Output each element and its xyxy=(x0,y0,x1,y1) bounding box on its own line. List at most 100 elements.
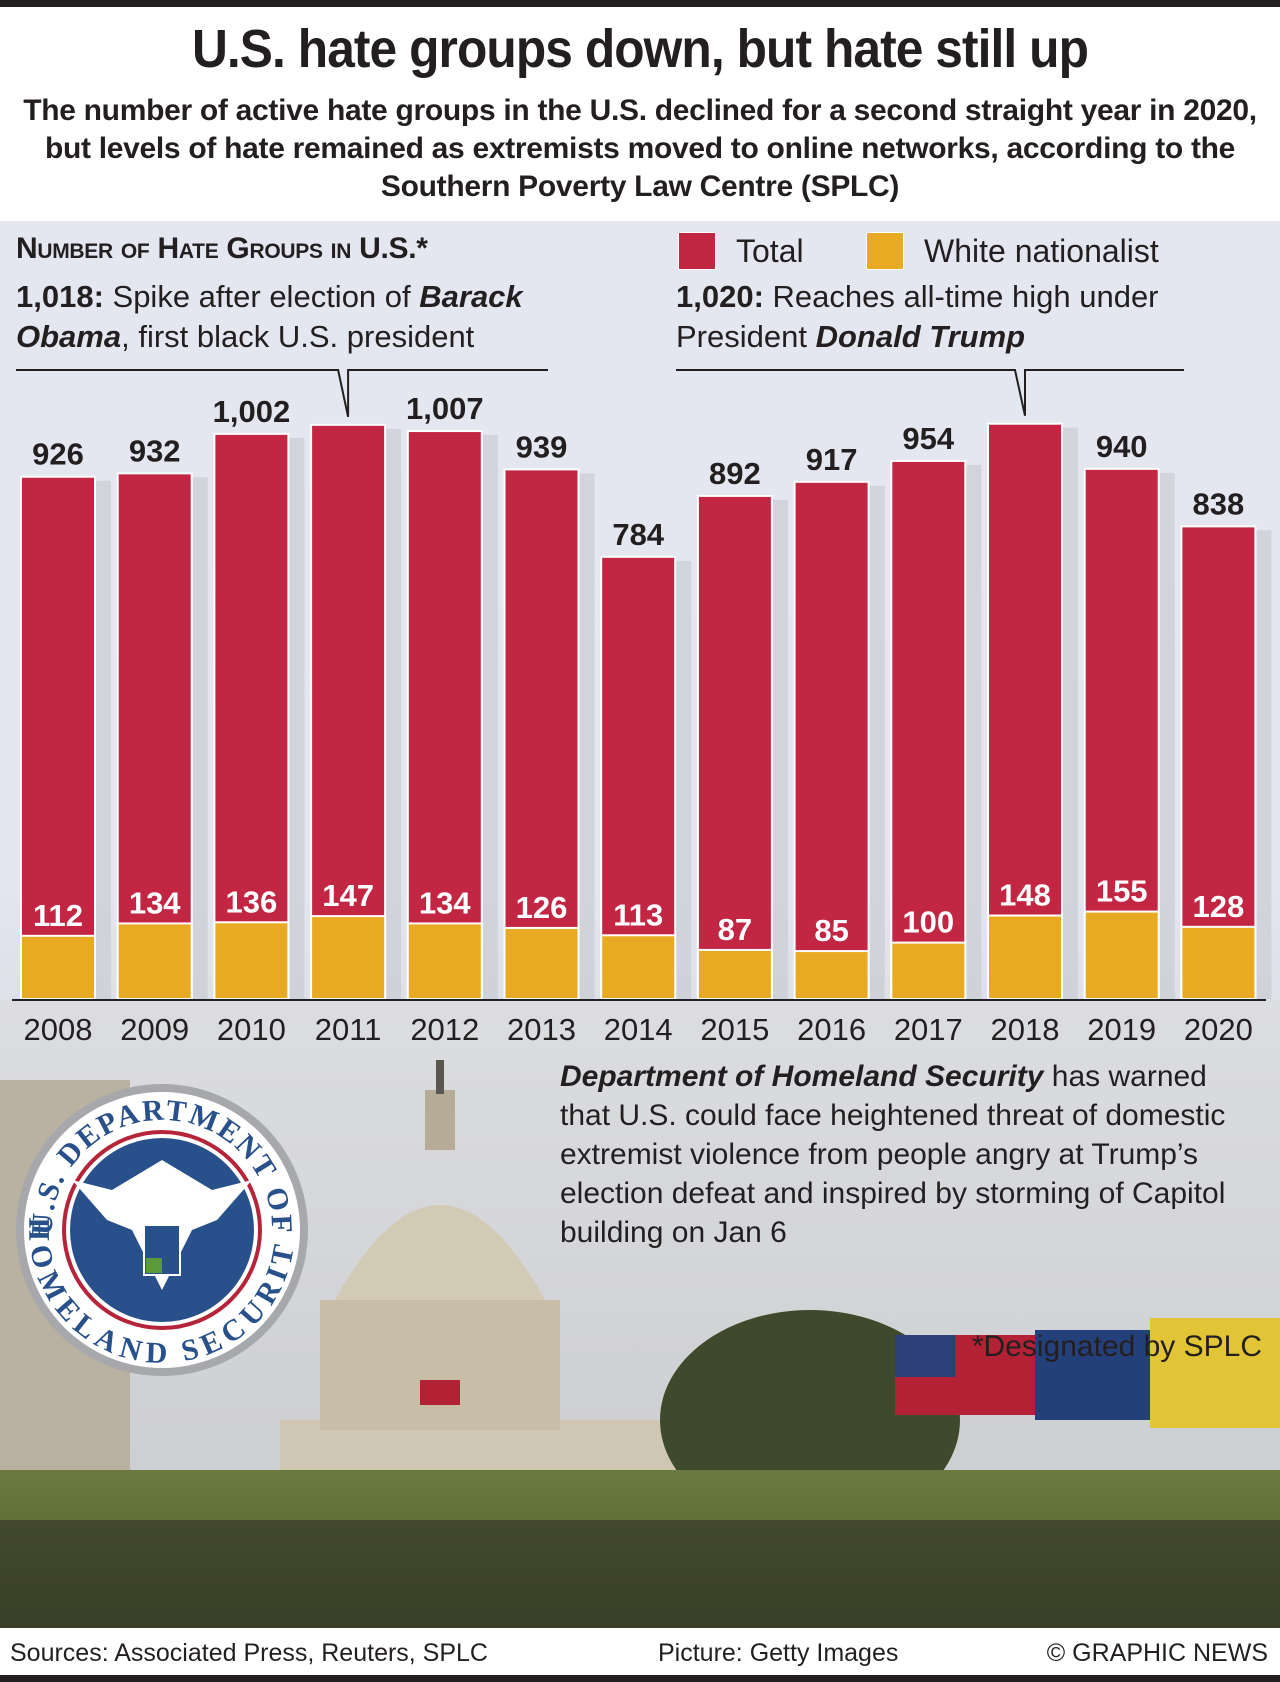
label-white-nationalist-2015: 87 xyxy=(718,912,752,947)
bottom-rule xyxy=(0,1675,1280,1682)
bar-white-nationalist-2018 xyxy=(987,914,1063,1001)
x-tick-label-2008: 2008 xyxy=(24,1012,93,1047)
x-tick-label-2019: 2019 xyxy=(1087,1012,1156,1047)
annotation-callout-2018 xyxy=(676,369,1184,416)
bar-white-nationalist-2013 xyxy=(503,926,580,1000)
legend-label-white-nationalist: White nationalist xyxy=(924,232,1159,269)
label-white-nationalist-2008: 112 xyxy=(33,898,83,933)
bar-shadow xyxy=(481,435,498,999)
dhs-warning-text: Department of Homeland Security has warn… xyxy=(560,1060,1226,1249)
us-flag-small xyxy=(420,1380,460,1405)
x-tick-label-2018: 2018 xyxy=(991,1012,1060,1047)
bar-total-2010 xyxy=(213,432,290,1000)
label-white-nationalist-2017: 100 xyxy=(902,905,954,940)
label-white-nationalist-2010: 136 xyxy=(226,884,278,919)
bar-shadow xyxy=(965,464,982,1000)
bar-shadow xyxy=(1255,530,1272,999)
label-white-nationalist-2020: 128 xyxy=(1193,889,1245,924)
bar-total-2013 xyxy=(503,468,580,1000)
label-white-nationalist-2019: 155 xyxy=(1096,874,1148,909)
bar-total-2012 xyxy=(406,430,483,1000)
bar-white-nationalist-2020 xyxy=(1180,925,1257,1000)
label-total-2010: 1,002 xyxy=(213,394,291,429)
bar-shadow xyxy=(191,477,208,999)
label-white-nationalist-2018: 148 xyxy=(999,878,1051,913)
bar-total-2015 xyxy=(696,494,773,1000)
footer: Sources: Associated Press, Reuters, SPLC… xyxy=(0,1628,1280,1675)
label-total-2015: 892 xyxy=(709,456,761,491)
legend-item-white-nationalist: White nationalist xyxy=(866,232,1159,270)
bar-total-2020 xyxy=(1180,525,1257,1000)
bar-total-2011 xyxy=(310,423,387,1000)
label-total-2012: 1,007 xyxy=(406,391,484,426)
legend-swatch-total xyxy=(678,232,716,270)
x-tick-label-2016: 2016 xyxy=(797,1012,866,1047)
x-tick-label-2012: 2012 xyxy=(410,1012,479,1047)
bar-shadow xyxy=(1062,427,1078,1000)
bar-total-2017 xyxy=(890,459,967,1001)
label-white-nationalist-2013: 126 xyxy=(516,890,568,925)
bar-white-nationalist-2011 xyxy=(310,915,387,1000)
bar-white-nationalist-2010 xyxy=(213,921,290,1001)
annotation-callout-2011 xyxy=(16,369,548,418)
label-white-nationalist-2009: 134 xyxy=(129,885,181,920)
subtitle: The number of active hate groups in the … xyxy=(23,94,1257,203)
bar-white-nationalist-2015 xyxy=(696,948,773,1001)
annotation-2018: 1,020: Reaches all-time high under Presi… xyxy=(676,279,1159,354)
annotation-2018-value: 1,020: xyxy=(676,279,764,314)
bar-white-nationalist-2012 xyxy=(406,922,483,1001)
bar-white-nationalist-2016 xyxy=(793,950,870,1000)
bar-shadow xyxy=(288,437,305,999)
label-total-2019: 940 xyxy=(1096,429,1148,464)
legend-label-total: Total xyxy=(736,232,804,269)
dhs-seal: U.S. DEPARTMENT OF HOMELAND SECURITY xyxy=(12,1080,308,1376)
top-rule xyxy=(0,0,1280,7)
label-white-nationalist-2011: 147 xyxy=(322,878,374,913)
statue xyxy=(436,1060,444,1094)
legend-swatch-white-nationalist xyxy=(866,232,904,270)
bar-white-nationalist-2008 xyxy=(20,934,96,1000)
bar-total-2009 xyxy=(116,472,193,1000)
bar-shadow xyxy=(1158,472,1175,1000)
label-total-2009: 932 xyxy=(129,433,181,468)
capitol-lantern xyxy=(425,1090,455,1150)
bar-shadow xyxy=(868,485,885,999)
bar-shadow xyxy=(578,473,595,999)
dhs-name: Department of Homeland Security xyxy=(560,1060,1044,1093)
annotation-2011: 1,018: Spike after election of Barack Ob… xyxy=(16,279,523,354)
bar-shadow xyxy=(675,560,692,999)
x-tick-label-2014: 2014 xyxy=(604,1012,673,1047)
x-tick-label-2015: 2015 xyxy=(700,1012,769,1047)
bar-shadow xyxy=(95,480,111,1000)
legend-item-total: Total xyxy=(678,232,804,270)
gadsden-flag xyxy=(1150,1318,1280,1428)
label-total-2016: 917 xyxy=(806,442,858,477)
capitol-dome xyxy=(335,1205,545,1300)
label-total-2020: 838 xyxy=(1193,486,1245,521)
x-tick-label-2011: 2011 xyxy=(315,1012,382,1047)
bar-total-2014 xyxy=(600,555,677,1000)
bar-shadow xyxy=(771,499,788,999)
x-tick-label-2013: 2013 xyxy=(507,1012,576,1047)
trump-flag xyxy=(1035,1330,1155,1420)
capitol-drum xyxy=(320,1300,560,1430)
bar-total-2018 xyxy=(987,422,1063,1001)
crowd xyxy=(0,1520,1280,1628)
bar-total-2008 xyxy=(20,475,96,1000)
x-tick-label-2020: 2020 xyxy=(1184,1012,1253,1047)
bar-white-nationalist-2019 xyxy=(1083,910,1160,1001)
label-total-2013: 939 xyxy=(516,429,568,464)
label-total-2017: 954 xyxy=(902,421,954,456)
x-tick-label-2017: 2017 xyxy=(894,1012,963,1047)
footer-picture-credit: Picture: Getty Images xyxy=(658,1639,899,1667)
label-white-nationalist-2016: 85 xyxy=(814,913,848,948)
bar-total-2016 xyxy=(793,480,870,1000)
label-white-nationalist-2014: 113 xyxy=(613,897,663,932)
x-tick-label-2009: 2009 xyxy=(120,1012,189,1047)
footer-sources: Sources: Associated Press, Reuters, SPLC xyxy=(10,1639,488,1667)
annotation-2011-value: 1,018: xyxy=(16,279,104,314)
x-tick-label-2010: 2010 xyxy=(217,1012,286,1047)
bar-white-nationalist-2017 xyxy=(890,941,967,1000)
label-white-nationalist-2012: 134 xyxy=(419,885,471,920)
label-total-2014: 784 xyxy=(612,517,664,552)
